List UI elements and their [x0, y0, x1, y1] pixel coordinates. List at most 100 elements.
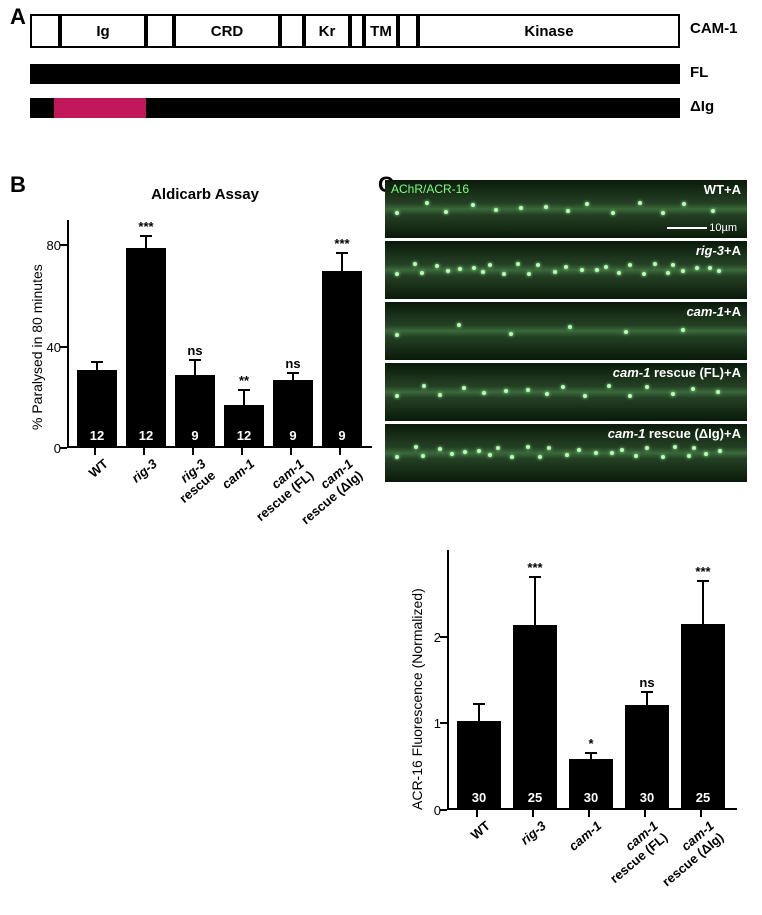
bar-seg [146, 98, 680, 118]
micrograph-rig3: rig-3+A [385, 241, 747, 299]
punctum [526, 388, 530, 392]
punctum [438, 447, 442, 451]
plot-b-area: 1212***9ns12**9ns9*** [67, 220, 372, 448]
bar-row-dig [30, 98, 680, 118]
punctum [617, 271, 621, 275]
domain-row: IgCRDKrTMKinase [30, 14, 680, 48]
bar-cam1_rescdIg: 25 [681, 624, 725, 808]
sig-label: *** [126, 219, 166, 234]
y-tick [60, 346, 67, 348]
y-tick-label: 2 [417, 630, 441, 645]
n-label: 30 [457, 790, 501, 805]
micrograph-label: cam-1+A [686, 304, 741, 319]
punctum [509, 332, 513, 336]
sig-label: ns [625, 675, 669, 690]
punctum [553, 270, 557, 274]
x-tick [339, 448, 341, 455]
x-label: rig-3 [517, 818, 548, 848]
punctum [691, 387, 695, 391]
error-cap [336, 252, 348, 254]
error-bar [292, 373, 294, 381]
row-label-cam1: CAM-1 [690, 20, 738, 37]
punctum [716, 390, 720, 394]
panel-a: IgCRDKrTMKinase CAM-1 FL ΔIg [10, 8, 750, 158]
domain-box-sp4 [398, 14, 418, 48]
punctum [395, 394, 399, 398]
punctum [413, 262, 417, 266]
bar-cam1_rescdIg: 9 [322, 271, 362, 446]
punctum [420, 271, 424, 275]
x-label: rig-3 [128, 456, 159, 486]
error-cap [238, 389, 250, 391]
punctum [682, 202, 686, 206]
punctum [395, 211, 399, 215]
punctum [610, 451, 614, 455]
x-tick [532, 810, 534, 817]
punctum [527, 272, 531, 276]
punctum [526, 445, 530, 449]
panel-c-chart: ACR-16 Fluorescence (Normalized) 3025***… [395, 510, 755, 910]
sig-label: ns [175, 343, 215, 358]
error-bar [243, 390, 245, 405]
panel-b-chart: Aldicarb Assay % Paralysed in 80 minutes… [15, 180, 385, 540]
bar-WT: 30 [457, 721, 501, 808]
punctum [414, 445, 418, 449]
punctum [718, 449, 722, 453]
error-cap [585, 752, 597, 754]
y-tick-label: 1 [417, 716, 441, 731]
error-bar [341, 253, 343, 271]
x-tick [241, 448, 243, 455]
sig-label: ns [273, 356, 313, 371]
punctum [561, 385, 565, 389]
punctum [671, 263, 675, 267]
punctum [566, 209, 570, 213]
domain-box-Kr: Kr [304, 14, 350, 48]
plot-c-area: 3025***30*30ns25*** [447, 550, 737, 810]
domain-box-TM: TM [364, 14, 398, 48]
punctum [504, 389, 508, 393]
punctum [611, 211, 615, 215]
domain-box-sp1 [146, 14, 174, 48]
punctum [516, 262, 520, 266]
punctum [564, 265, 568, 269]
punctum [595, 268, 599, 272]
punctum [628, 394, 632, 398]
row-label-fl: FL [690, 64, 708, 81]
x-tick [700, 810, 702, 817]
punctum [645, 385, 649, 389]
y-tick [440, 722, 447, 724]
punctum [425, 201, 429, 205]
punctum [628, 263, 632, 267]
n-label: 12 [224, 428, 264, 443]
punctum [458, 267, 462, 271]
punctum [395, 333, 399, 337]
punctum [666, 271, 670, 275]
punctum [510, 455, 514, 459]
error-bar [145, 236, 147, 249]
micrograph-label: cam-1 rescue (ΔIg)+A [608, 426, 741, 441]
n-label: 30 [625, 790, 669, 805]
n-label: 25 [513, 790, 557, 805]
sig-label: *** [322, 236, 362, 251]
error-cap [287, 372, 299, 374]
punctum [421, 454, 425, 458]
punctum [444, 210, 448, 214]
punctum [502, 272, 506, 276]
bar-cam1: 30 [569, 759, 613, 808]
x-label: WT [468, 818, 493, 842]
y-tick [60, 447, 67, 449]
bar-rig3: 12 [126, 248, 166, 446]
bar-rig3_rescue: 9 [175, 375, 215, 446]
micrograph-wt: WT+AAChR/ACR-1610µm [385, 180, 747, 238]
micrograph-cam1dIg: cam-1 rescue (ΔIg)+A [385, 424, 747, 482]
punctum [435, 264, 439, 268]
error-cap [529, 576, 541, 578]
punctum [577, 448, 581, 452]
domain-box-pre [30, 14, 60, 48]
punctum [395, 455, 399, 459]
error-bar [478, 704, 480, 721]
domain-box-CRD: CRD [174, 14, 280, 48]
x-tick [588, 810, 590, 817]
punctum [687, 454, 691, 458]
punctum [481, 270, 485, 274]
